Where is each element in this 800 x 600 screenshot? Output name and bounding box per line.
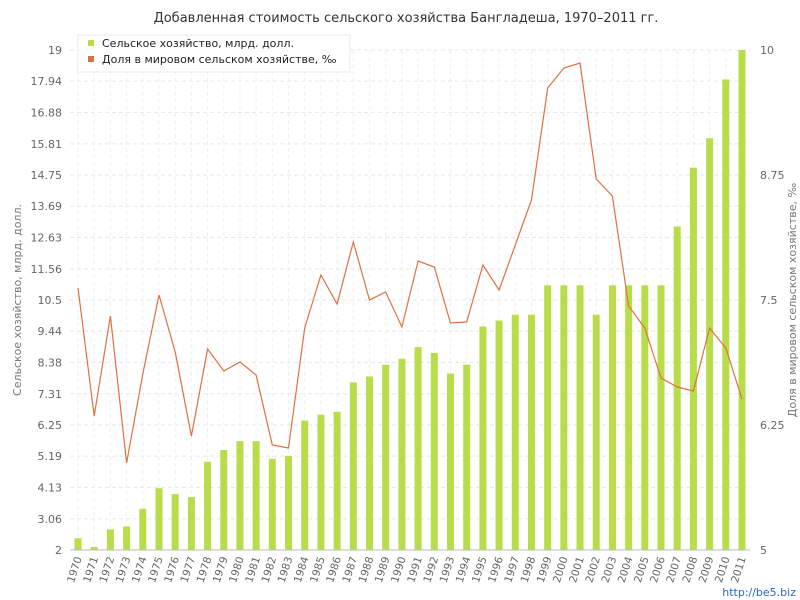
y-tick-label-left: 12.63 <box>31 231 63 244</box>
bar <box>236 441 244 550</box>
bar <box>527 314 535 550</box>
y-tick-label-left: 9.44 <box>38 325 63 338</box>
line-series <box>77 62 743 464</box>
bar <box>495 320 503 550</box>
y-tick-label-left: 11.56 <box>31 263 63 276</box>
legend-swatch-bars <box>88 40 94 46</box>
legend-swatch-line <box>88 56 94 62</box>
y-tick-label-left: 2 <box>55 544 62 557</box>
bar <box>349 382 357 550</box>
bar <box>106 529 114 550</box>
y-tick-label-left: 10.5 <box>38 294 63 307</box>
bar <box>220 450 228 550</box>
bar <box>317 414 325 550</box>
bar <box>171 494 179 550</box>
y-tick-label-left: 3.06 <box>38 513 63 526</box>
y-tick-label-left: 16.88 <box>31 106 63 119</box>
bar <box>382 364 390 550</box>
y-axis-right-label: Доля в мировом сельском хозяйстве, ‰ <box>786 183 799 418</box>
watermark: http://be5.biz <box>722 586 796 599</box>
y-tick-label-left: 8.38 <box>38 356 63 369</box>
bar <box>560 285 568 550</box>
y-tick-label-left: 4.13 <box>38 481 63 494</box>
bar <box>576 285 584 550</box>
bar <box>155 488 163 550</box>
y-tick-label-right: 8.75 <box>760 169 785 182</box>
bar <box>608 285 616 550</box>
bar <box>657 285 665 550</box>
bar <box>252 441 260 550</box>
y-axis-right-ticks: 5 6.25 7.5 8.75 10 <box>760 44 785 557</box>
bar <box>544 285 552 550</box>
bar <box>187 497 195 550</box>
bar <box>592 314 600 550</box>
bar <box>366 376 374 550</box>
bar <box>625 285 633 550</box>
bar <box>414 347 422 550</box>
y-tick-label-right: 5 <box>760 544 767 557</box>
y-tick-label-left: 17.94 <box>31 75 63 88</box>
y-tick-label-left: 15.81 <box>31 138 63 151</box>
y-axis-left-label: Сельское хозяйство, млрд. долл. <box>11 204 24 396</box>
y-tick-label-left: 13.69 <box>31 200 63 213</box>
chart-title: Добавленная стоимость сельского хозяйств… <box>154 11 659 26</box>
bar <box>641 285 649 550</box>
bar <box>706 138 714 550</box>
bar <box>673 226 681 550</box>
bar <box>204 461 212 550</box>
y-axis-left-ticks: 2 3.06 4.13 5.19 6.25 7.31 8.38 9.44 10.5 11.56 12… <box>31 44 63 557</box>
bar <box>268 458 276 550</box>
y-tick-label-left: 5.19 <box>38 450 63 463</box>
y-tick-label-right: 6.25 <box>760 419 785 432</box>
bar <box>689 167 697 550</box>
bar-series <box>74 50 746 550</box>
bar <box>430 352 438 550</box>
y-tick-label-left: 7.31 <box>38 388 63 401</box>
bar <box>285 455 293 550</box>
bar <box>123 526 131 550</box>
legend-label-line: Доля в мировом сельском хозяйстве, ‰ <box>102 53 337 66</box>
bar <box>446 373 454 550</box>
legend-background <box>77 34 351 73</box>
bar <box>463 364 471 550</box>
bar <box>74 538 82 550</box>
bar <box>722 79 730 550</box>
bar <box>301 420 309 550</box>
legend-label-bars: Сельское хозяйство, млрд. долл. <box>102 37 294 50</box>
bar <box>511 314 519 550</box>
bar <box>738 50 746 550</box>
bar <box>479 326 487 550</box>
bar <box>398 358 406 550</box>
legend: Сельское хозяйство, млрд. долл. Доля в м… <box>77 34 351 73</box>
y-tick-label-right: 7.5 <box>760 294 778 307</box>
y-tick-label-right: 10 <box>760 44 774 57</box>
bar <box>139 508 147 550</box>
bar <box>90 547 98 550</box>
bar <box>333 411 341 550</box>
y-tick-label-left: 14.75 <box>31 169 63 182</box>
y-tick-label-left: 19 <box>48 44 62 57</box>
y-tick-label-left: 6.25 <box>38 419 63 432</box>
